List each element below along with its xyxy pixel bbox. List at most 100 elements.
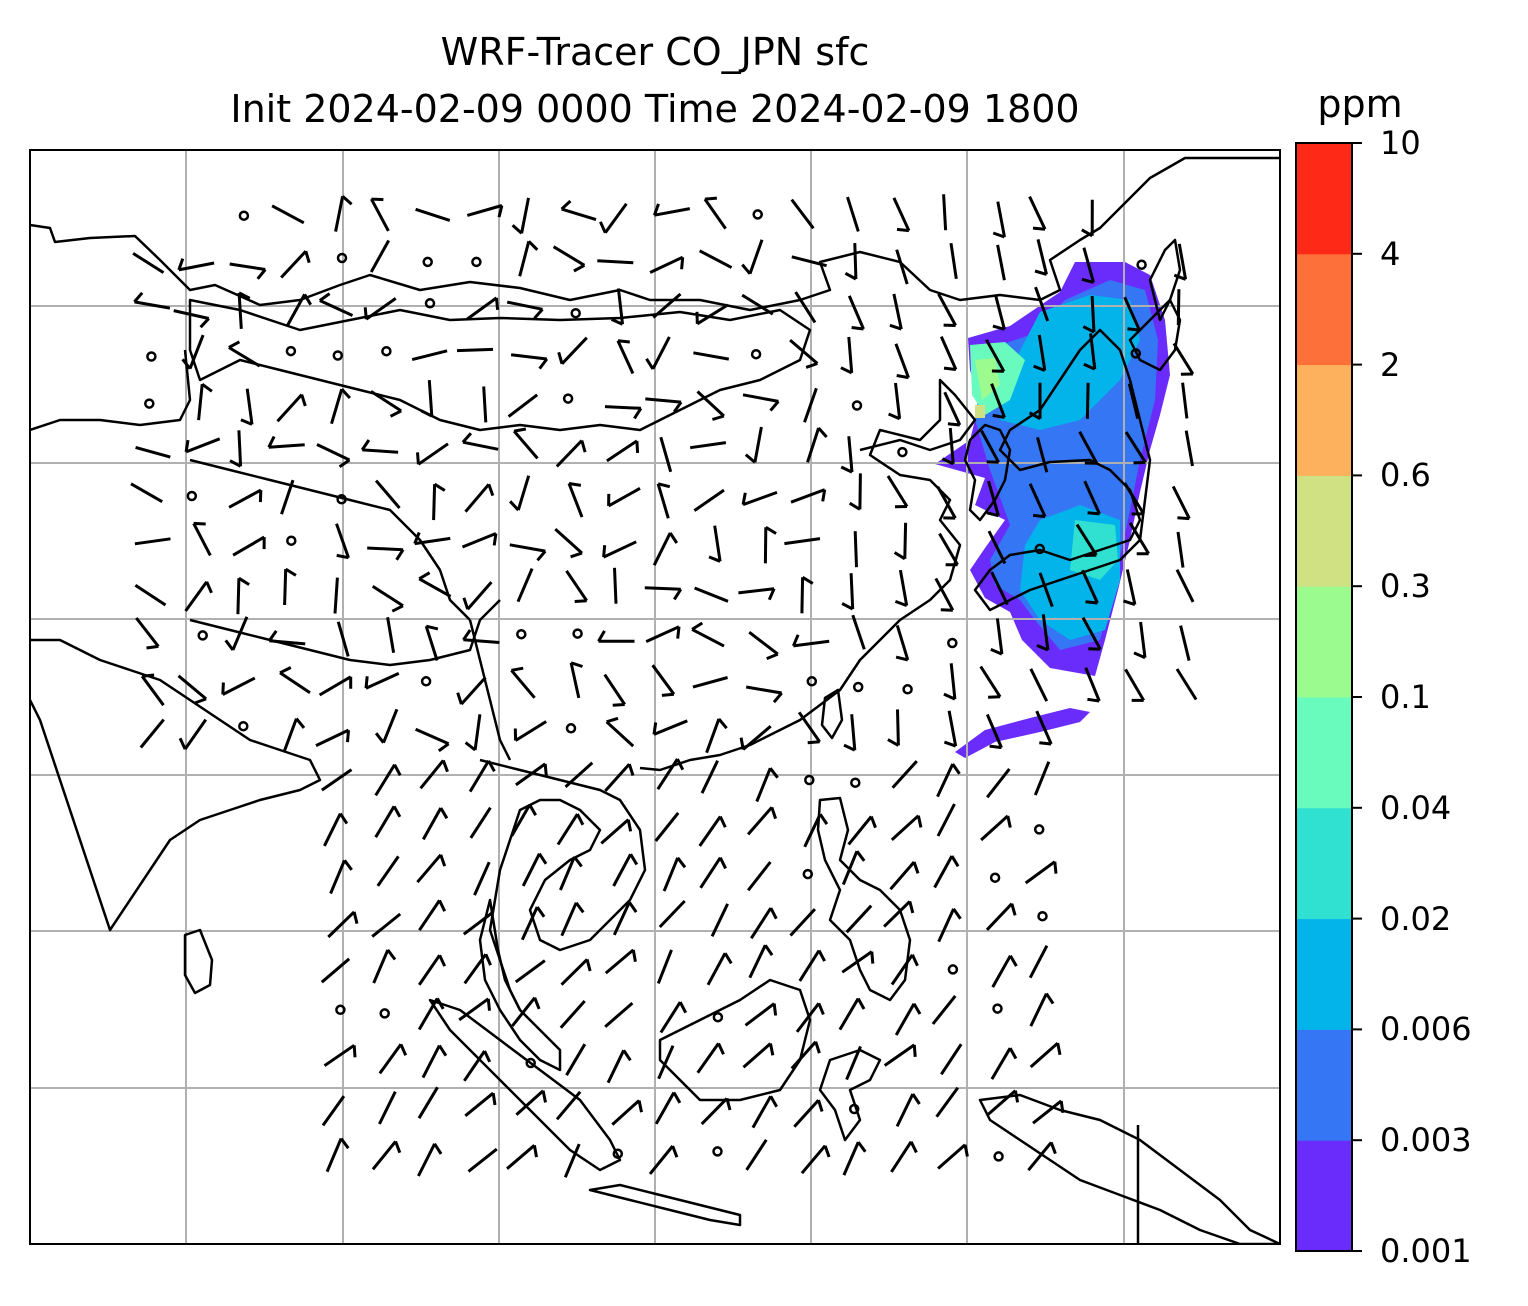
colorbar-segment bbox=[1296, 918, 1352, 1030]
calm-wind-circle bbox=[1130, 348, 1142, 359]
wind-barb bbox=[555, 1090, 582, 1121]
wind-barb bbox=[1033, 334, 1047, 372]
wind-barb bbox=[418, 899, 447, 932]
wind-barb bbox=[280, 479, 295, 515]
map-title: WRF-Tracer CO_JPN sfc bbox=[440, 30, 870, 74]
calm-wind-circle bbox=[850, 777, 861, 788]
wind-barb bbox=[853, 531, 858, 568]
wind-barb bbox=[886, 475, 909, 509]
wind-barb bbox=[360, 439, 399, 454]
indochina bbox=[479, 758, 647, 1011]
wind-barb bbox=[659, 436, 673, 473]
wind-barb bbox=[883, 900, 915, 928]
wind-barb bbox=[417, 997, 445, 1031]
wind-barb bbox=[844, 243, 858, 281]
colorbar-segment bbox=[1296, 1140, 1352, 1252]
calm-wind-circle bbox=[570, 307, 581, 319]
wind-barb bbox=[518, 240, 539, 277]
wind-barb bbox=[602, 540, 637, 559]
wind-barb bbox=[990, 383, 1006, 419]
wind-barb bbox=[847, 815, 877, 846]
wind-barb bbox=[792, 634, 830, 648]
calm-wind-circle bbox=[238, 720, 249, 732]
wind-barb bbox=[321, 768, 353, 792]
wind-barb bbox=[659, 1001, 688, 1034]
wind-barb bbox=[700, 760, 719, 794]
wind-barb bbox=[552, 245, 586, 273]
wind-barb bbox=[949, 242, 958, 280]
wind-barb bbox=[1083, 333, 1097, 371]
wind-barb bbox=[656, 482, 671, 519]
wind-barb bbox=[560, 199, 597, 222]
wind-barb bbox=[746, 806, 778, 836]
calm-wind-circle bbox=[1136, 259, 1147, 270]
wind-barb bbox=[1081, 616, 1102, 651]
wind-barb bbox=[943, 663, 957, 701]
wind-barb bbox=[1133, 621, 1147, 660]
calm-wind-circle bbox=[238, 210, 250, 221]
china-coast bbox=[639, 378, 977, 772]
colorbar-segment bbox=[1296, 253, 1352, 366]
wind-barb bbox=[516, 568, 534, 603]
colorbar-tick-label: 10 bbox=[1380, 124, 1421, 162]
wind-barb bbox=[482, 386, 488, 423]
wind-barb bbox=[797, 711, 821, 745]
malay-peninsula bbox=[478, 898, 562, 1072]
wind-barb bbox=[135, 445, 171, 459]
wind-barb bbox=[567, 482, 584, 518]
wind-barb bbox=[603, 673, 626, 707]
wind-barb bbox=[616, 339, 635, 375]
wind-barb bbox=[689, 441, 727, 450]
wind-barb bbox=[463, 1050, 492, 1082]
wind-barb bbox=[889, 861, 920, 891]
wind-barb bbox=[846, 196, 860, 232]
wind-barb bbox=[419, 759, 449, 790]
wind-barb bbox=[569, 661, 583, 699]
wind-barb bbox=[279, 666, 311, 694]
wind-barb bbox=[748, 944, 774, 979]
colorbar-tick-label: 0.3 bbox=[1380, 567, 1431, 606]
wind-barb bbox=[565, 570, 588, 603]
wind-barb bbox=[320, 957, 351, 984]
wind-barb bbox=[806, 427, 828, 463]
plume-south bbox=[955, 708, 1090, 758]
wind-barb bbox=[851, 614, 866, 650]
philippines bbox=[816, 796, 912, 1002]
wind-barb bbox=[887, 709, 900, 747]
wind-barb bbox=[652, 203, 691, 217]
wind-barb bbox=[693, 351, 730, 361]
java bbox=[588, 1183, 742, 1227]
wind-barb bbox=[421, 1044, 448, 1079]
wind-barb bbox=[229, 262, 267, 280]
calm-wind-circle bbox=[804, 774, 815, 786]
wind-barb bbox=[894, 1002, 922, 1036]
calm-wind-circle bbox=[902, 684, 913, 695]
wind-barb bbox=[604, 1001, 634, 1028]
wind-barb bbox=[509, 543, 547, 562]
calm-wind-circle bbox=[186, 490, 198, 502]
wind-barb bbox=[184, 580, 213, 612]
wind-barb bbox=[604, 763, 635, 792]
wind-barb bbox=[793, 1099, 824, 1128]
calm-wind-circle bbox=[516, 628, 527, 640]
wind-barb bbox=[698, 815, 727, 847]
wind-barb bbox=[739, 725, 772, 751]
wind-barb bbox=[648, 1145, 679, 1175]
wind-barb bbox=[985, 339, 1006, 373]
wind-barb bbox=[750, 907, 778, 940]
wind-barb bbox=[644, 586, 683, 601]
wind-barb bbox=[745, 685, 783, 704]
wind-barb bbox=[705, 717, 728, 754]
wind-barb bbox=[456, 347, 494, 353]
sumatra bbox=[428, 998, 622, 1172]
wind-barb bbox=[1176, 531, 1185, 568]
calm-wind-circle bbox=[424, 298, 436, 309]
wind-barb bbox=[692, 676, 728, 689]
wind-barb bbox=[316, 443, 351, 468]
wind-barb bbox=[416, 853, 447, 884]
wind-barb bbox=[228, 488, 263, 509]
wind-barb bbox=[466, 204, 504, 218]
wind-barb bbox=[330, 388, 351, 425]
wind-barb bbox=[237, 291, 251, 329]
wind-barb bbox=[417, 1142, 443, 1177]
